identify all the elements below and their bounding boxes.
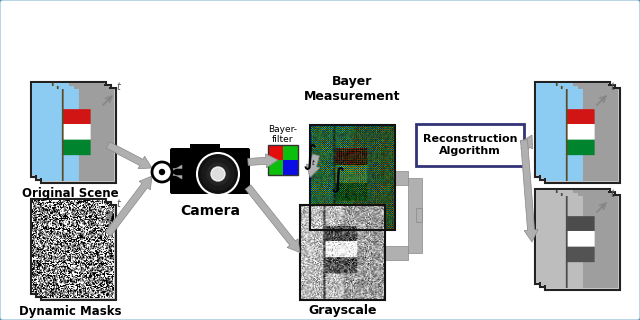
Bar — [408, 178, 422, 252]
Bar — [35, 202, 111, 297]
Polygon shape — [105, 176, 152, 236]
Bar — [545, 195, 620, 290]
Text: Bayer-
filter: Bayer- filter — [269, 124, 298, 144]
Bar — [534, 82, 609, 177]
Circle shape — [152, 162, 172, 182]
Bar — [540, 191, 614, 286]
Bar — [31, 198, 106, 293]
Text: Bayer
Measurement: Bayer Measurement — [304, 75, 401, 103]
Polygon shape — [170, 165, 182, 179]
Text: ···: ··· — [597, 197, 612, 212]
Text: Dynamic Masks: Dynamic Masks — [19, 305, 121, 317]
Text: Original Scene: Original Scene — [22, 188, 118, 201]
Text: $_t$: $_t$ — [344, 191, 349, 201]
Polygon shape — [106, 142, 152, 169]
Polygon shape — [245, 185, 300, 252]
Bar — [40, 204, 115, 300]
Bar — [395, 171, 408, 185]
Text: t: t — [116, 82, 120, 92]
Bar — [40, 87, 115, 182]
Bar — [300, 205, 385, 300]
Text: t: t — [610, 82, 614, 92]
Circle shape — [211, 167, 225, 181]
Text: ···: ··· — [103, 207, 118, 222]
Bar — [416, 208, 422, 222]
Bar — [534, 188, 609, 284]
Circle shape — [159, 170, 164, 174]
Text: $_t$: $_t$ — [311, 158, 316, 168]
Text: Reconstruction
Algorithm: Reconstruction Algorithm — [423, 134, 517, 156]
Polygon shape — [520, 140, 538, 242]
Text: t: t — [116, 199, 120, 209]
Bar — [35, 84, 111, 180]
Text: $\int$: $\int$ — [330, 165, 345, 195]
Circle shape — [207, 163, 229, 185]
FancyBboxPatch shape — [170, 148, 250, 194]
Bar — [545, 87, 620, 182]
Bar — [416, 124, 524, 166]
Circle shape — [202, 158, 234, 190]
Bar — [385, 245, 408, 260]
Text: ···: ··· — [597, 90, 612, 105]
Text: ···: ··· — [103, 90, 118, 105]
Bar — [190, 144, 220, 154]
Bar — [540, 84, 614, 180]
Polygon shape — [307, 154, 320, 178]
Text: $\int$: $\int$ — [302, 142, 317, 172]
Bar — [268, 145, 298, 175]
Text: Grayscale
Measurement: Grayscale Measurement — [294, 304, 391, 320]
Polygon shape — [520, 135, 532, 152]
Bar — [310, 125, 395, 230]
Text: t: t — [610, 189, 614, 199]
Circle shape — [198, 154, 238, 194]
Polygon shape — [248, 154, 278, 168]
Text: Camera: Camera — [180, 204, 240, 218]
Bar — [31, 82, 106, 177]
